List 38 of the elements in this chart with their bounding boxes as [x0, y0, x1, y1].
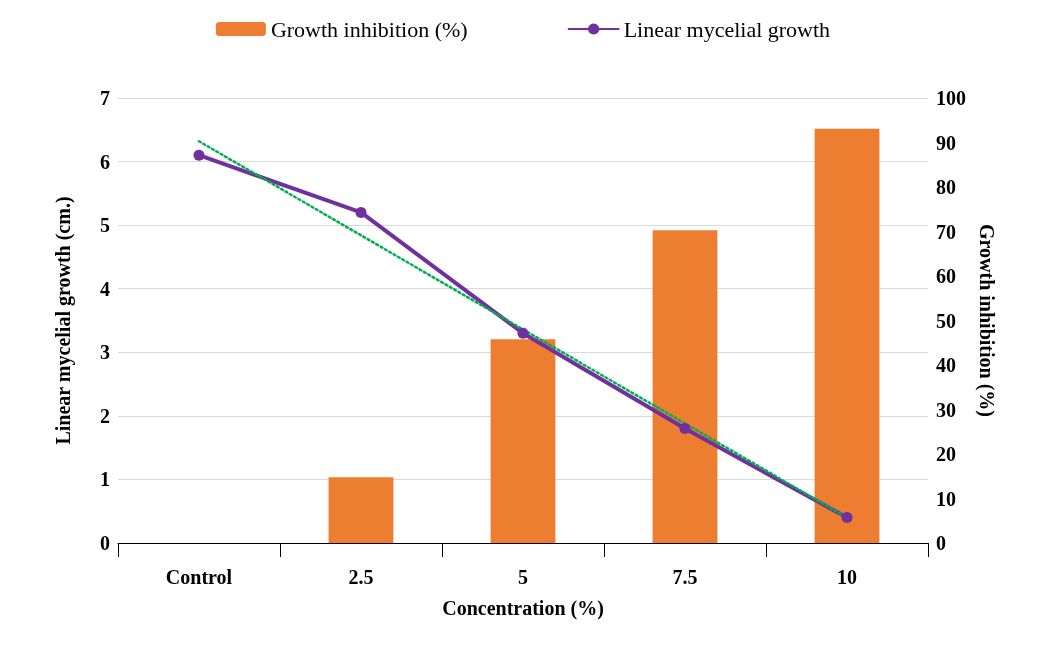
y-tick-label: 5	[100, 214, 110, 237]
bar	[328, 477, 394, 543]
y2-tick-label: 20	[936, 443, 956, 465]
x-tick-label: Control	[165, 566, 233, 588]
point	[193, 149, 205, 161]
point	[841, 512, 853, 524]
bar	[814, 128, 880, 543]
bar	[490, 339, 556, 543]
point	[517, 327, 529, 339]
y2-tick-label: 30	[936, 398, 956, 421]
y2-tick-label: 0	[936, 532, 946, 554]
x-axis-title: Concentration (%)	[442, 597, 604, 620]
y-axis-title: Linear mycelial growth (cm.)	[52, 196, 75, 445]
y2-axis-title: Growth inhibition (%)	[974, 224, 998, 417]
x-tick-label: 10	[837, 566, 857, 588]
y-tick-label: 1	[100, 468, 110, 491]
y2-tick-label: 90	[936, 131, 956, 154]
y-tick-label: 4	[100, 277, 110, 300]
x-tick-label: 7.5	[672, 566, 698, 588]
y2-tick-label: 40	[936, 354, 956, 376]
y2-tick-label: 50	[936, 309, 956, 332]
point	[679, 423, 691, 435]
y2-tick-label: 60	[936, 265, 956, 287]
bar	[652, 230, 718, 543]
y2-tick-label: 80	[936, 176, 956, 198]
y-tick-label: 7	[100, 87, 110, 109]
y-tick-label: 6	[100, 150, 110, 173]
y2-tick-label: 70	[936, 220, 956, 243]
y-tick-label: 0	[100, 532, 110, 554]
legend-label: Linear mycelial growth	[623, 16, 831, 42]
y2-tick-label: 100	[936, 87, 966, 109]
legend-label: Growth inhibition (%)	[270, 16, 468, 42]
y-tick-label: 3	[100, 341, 110, 364]
x-tick-label: 5	[518, 566, 528, 588]
y-tick-label: 2	[100, 404, 110, 427]
point	[355, 206, 367, 218]
x-tick-label: 2.5	[348, 566, 374, 588]
y2-tick-label: 10	[936, 487, 956, 510]
